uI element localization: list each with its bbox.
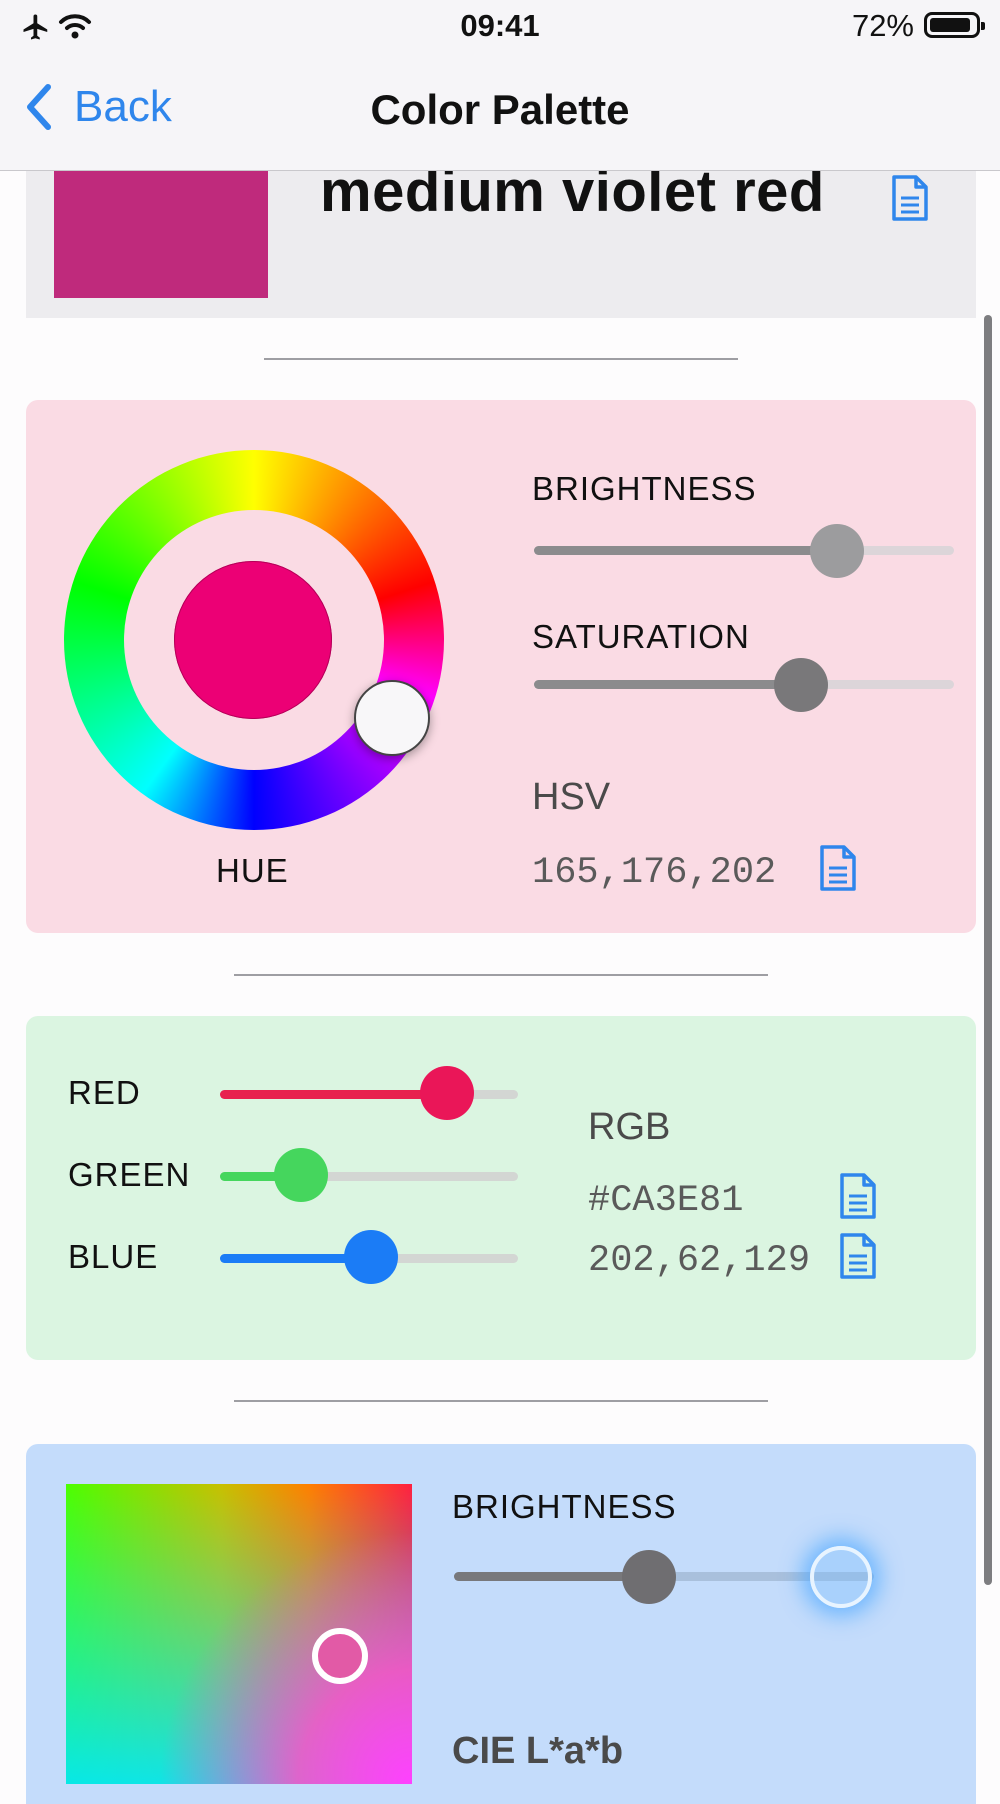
saturation-slider[interactable] — [534, 680, 954, 689]
blue-slider-thumb[interactable] — [344, 1230, 398, 1284]
back-button[interactable]: Back — [22, 82, 172, 132]
color-header-card: medium violet red — [26, 150, 976, 318]
copy-name-icon[interactable] — [890, 174, 930, 222]
green-slider[interactable] — [220, 1172, 518, 1181]
red-slider[interactable] — [220, 1090, 518, 1099]
brightness-label: BRIGHTNESS — [532, 470, 757, 507]
page-title: Color Palette — [370, 86, 630, 133]
rgb-title: RGB — [588, 1106, 671, 1148]
wifi-icon — [59, 14, 91, 39]
red-label: RED — [68, 1074, 141, 1111]
brightness-slider-thumb[interactable] — [810, 524, 864, 578]
section-divider — [264, 358, 738, 360]
copy-hex-icon[interactable] — [838, 1172, 878, 1220]
hue-label: HUE — [216, 852, 289, 889]
airplane-icon — [23, 14, 48, 40]
lab-brightness-slider-thumb[interactable] — [622, 1550, 676, 1604]
vertical-scrollbar[interactable] — [984, 315, 992, 1585]
touch-indicator — [810, 1546, 872, 1608]
status-time: 09:41 — [460, 8, 540, 43]
blue-label: BLUE — [68, 1238, 159, 1275]
back-label: Back — [74, 82, 172, 131]
lab-title: CIE L*a*b — [452, 1730, 624, 1772]
copy-rgb-icon[interactable] — [838, 1232, 878, 1280]
brightness-slider[interactable] — [534, 546, 954, 555]
rgb-card: RED GREEN BLUE RGB #CA3E81 202,62,129 — [26, 1016, 976, 1360]
red-slider-thumb[interactable] — [420, 1066, 474, 1120]
hue-handle[interactable] — [354, 680, 430, 756]
hsv-card: HUE BRIGHTNESS SATURATION HSV 165,176,20… — [26, 400, 976, 933]
lab-plane-handle[interactable] — [312, 1628, 368, 1684]
green-label: GREEN — [68, 1156, 191, 1193]
navigation-bar: 09:41 72% Back Color Palette — [0, 0, 1000, 171]
battery-percentage: 72% — [851, 8, 914, 43]
rgb-value: 202,62,129 — [588, 1240, 811, 1282]
lab-color-plane[interactable] — [66, 1484, 412, 1784]
lab-card: BRIGHTNESS CIE L*a*b — [26, 1444, 976, 1804]
color-swatch — [54, 170, 268, 298]
saturation-label: SATURATION — [532, 618, 750, 655]
lab-brightness-label: BRIGHTNESS — [452, 1488, 677, 1525]
hsv-value: 165,176,202 — [532, 852, 777, 894]
saturation-slider-thumb[interactable] — [774, 658, 828, 712]
chevron-left-icon — [27, 84, 51, 130]
section-divider — [234, 1400, 768, 1402]
green-slider-thumb[interactable] — [274, 1148, 328, 1202]
hue-color-preview — [174, 561, 332, 719]
hsv-title: HSV — [532, 776, 611, 818]
battery-icon — [924, 12, 985, 38]
section-divider — [234, 974, 768, 976]
hex-value: #CA3E81 — [588, 1180, 744, 1222]
copy-hsv-icon[interactable] — [818, 844, 858, 892]
